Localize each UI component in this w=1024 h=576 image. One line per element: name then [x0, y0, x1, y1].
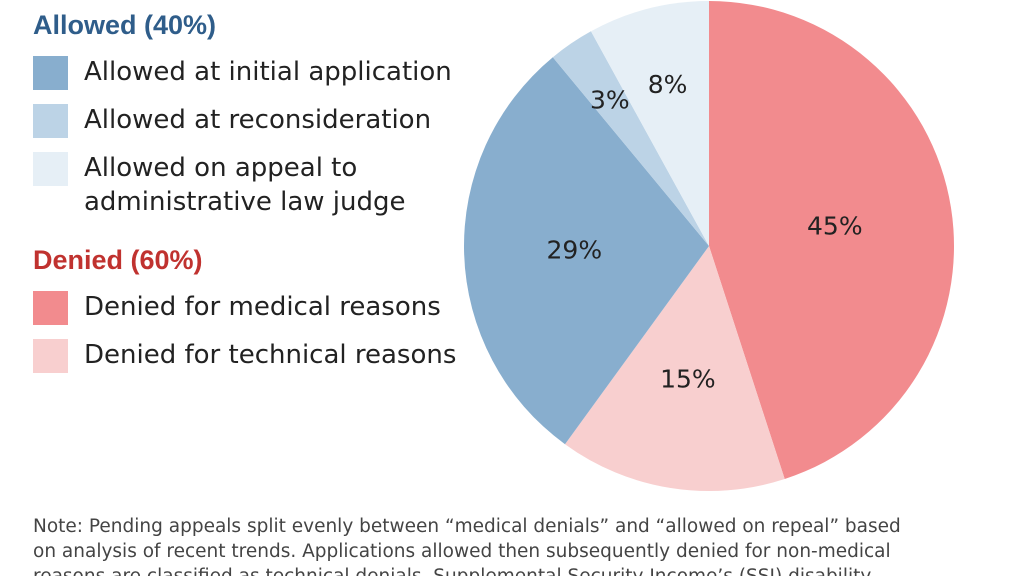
- legend-label-allowed-reconsideration: Allowed at reconsideration: [84, 105, 432, 135]
- pie-slice-allowed-at-initial-application: [464, 57, 709, 445]
- pie-slice-allowed-at-reconsideration: [552, 31, 709, 246]
- legend-group-title-allowed: Allowed (40%): [33, 10, 217, 40]
- legend-label-denied-technical: Denied for technical reasons: [84, 340, 457, 370]
- legend-label-denied-medical: Denied for medical reasons: [84, 292, 441, 322]
- legend-swatch-allowed-initial: [33, 56, 68, 90]
- legend-item-allowed-reconsideration: Allowed at reconsideration: [33, 104, 473, 138]
- pie-label-denied-for-technical-reasons: 15%: [660, 365, 716, 394]
- legend-label-allowed-appeal: Allowed on appeal to administrative law …: [84, 153, 406, 217]
- footnote-line-3: reasons are classified as technical deni…: [33, 564, 993, 576]
- legend-group-title-denied: Denied (60%): [33, 245, 203, 275]
- legend-swatch-denied-medical: [33, 291, 68, 325]
- legend-swatch-allowed-appeal: [33, 152, 68, 186]
- pie-label-allowed-on-appeal-to-administrative-law-judge: 8%: [648, 70, 688, 99]
- legend-item-denied-technical: Denied for technical reasons: [33, 339, 473, 373]
- legend-swatch-allowed-reconsideration: [33, 104, 68, 138]
- legend-item-allowed-appeal: Allowed on appeal to administrative law …: [33, 152, 473, 219]
- pie-label-allowed-at-reconsideration: 3%: [590, 86, 630, 115]
- pie-slice-denied-for-technical-reasons: [564, 246, 785, 491]
- legend: Allowed (40%) Allowed at initial applica…: [33, 8, 473, 373]
- footnote: Note: Pending appeals split evenly betwe…: [33, 514, 993, 576]
- pie-slice-allowed-on-appeal-to-administrative-law-judge: [590, 0, 709, 246]
- footnote-line-1: Note: Pending appeals split evenly betwe…: [33, 516, 901, 537]
- legend-item-allowed-initial: Allowed at initial application: [33, 56, 473, 90]
- pie-slice-denied-for-medical-reasons: [709, 1, 954, 480]
- pie-label-allowed-at-initial-application: 29%: [547, 236, 603, 265]
- pie-label-denied-for-medical-reasons: 45%: [807, 212, 863, 241]
- legend-swatch-denied-technical: [33, 339, 68, 373]
- legend-group-gap: [33, 219, 473, 243]
- legend-label-allowed-initial: Allowed at initial application: [84, 57, 452, 87]
- pie-chart: 45% 15% 29% 3% 8%: [464, 0, 954, 491]
- footnote-line-2: on analysis of recent trends. Applicatio…: [33, 541, 891, 562]
- legend-item-denied-medical: Denied for medical reasons: [33, 291, 473, 325]
- pie-chart-area: 45% 15% 29% 3% 8%: [460, 0, 970, 500]
